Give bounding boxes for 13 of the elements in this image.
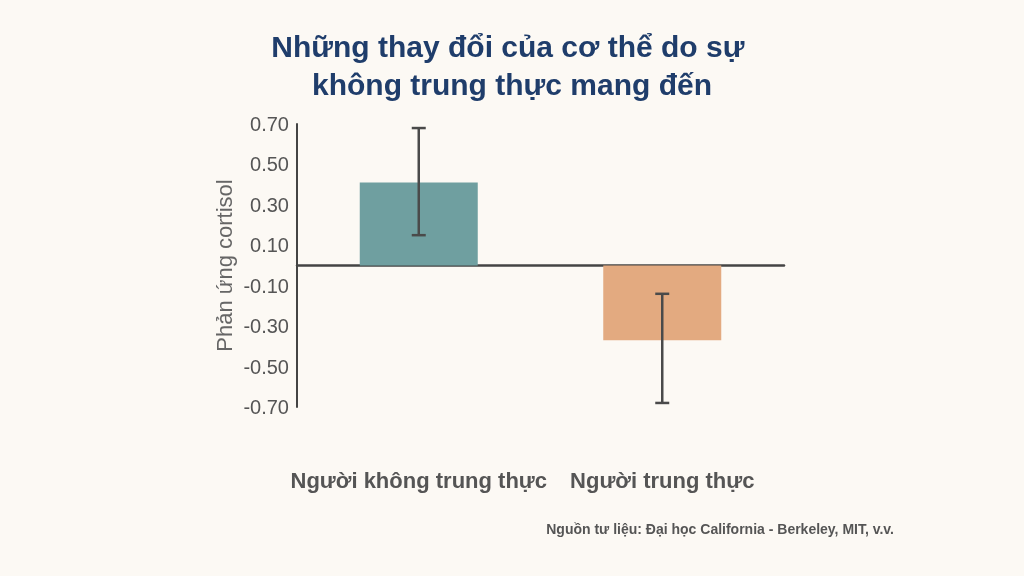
x-tick-label: Người trung thực	[570, 467, 755, 493]
y-tick-label: 0.70	[250, 113, 289, 135]
x-tick-label: Người không trung thực	[290, 467, 547, 493]
y-tick-label: 0.30	[250, 193, 289, 216]
y-tick-label: 0.10	[250, 234, 289, 257]
y-tick-label: -0.70	[243, 396, 289, 418]
y-axis-title: Phản ứng cortisol	[211, 179, 237, 352]
y-tick-label: -0.30	[243, 315, 289, 338]
text: Nguồn tư liệu: Đại học California - Berkeley, MIT, v.v.	[546, 521, 895, 537]
chart-title: Những thay đổi của cơ thể do sự không trung thực mang đến	[271, 29, 753, 101]
y-tick-label: -0.50	[243, 355, 289, 378]
y-tick-label: 0.50	[250, 153, 289, 176]
y-tick-label: -0.10	[243, 274, 289, 297]
